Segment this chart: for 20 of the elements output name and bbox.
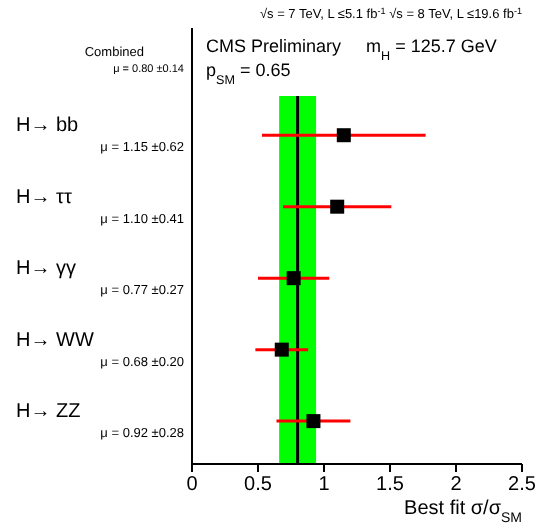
point: [330, 199, 345, 214]
x-tick-label: 1: [318, 474, 331, 497]
x-tick-label: 0: [186, 474, 199, 497]
y-tick-label: H→ ττ: [16, 186, 72, 209]
point: [286, 271, 301, 286]
y-tick-label: H→ bb: [16, 115, 80, 138]
chart-title: CMS Preliminary: [206, 36, 343, 56]
x-axis-title: Best fit σ/σ$_{SM}$: [404, 498, 523, 525]
y-tick-label: H→ ZZ: [16, 401, 81, 424]
y-tick-label: H→ γγ: [16, 258, 76, 281]
x-tick-label: 1.5: [376, 474, 405, 497]
y-tick-label: H→ WW: [16, 329, 95, 352]
point: [274, 342, 289, 357]
point: [336, 128, 351, 143]
text: m$_{H}$ = 125.7 GeV: [366, 36, 497, 63]
x-tick-label: 0.5: [244, 474, 273, 497]
text: p$_{SM}$ = 0.65: [206, 60, 291, 87]
x-tick-label: 2.5: [508, 474, 537, 497]
point: [306, 414, 321, 429]
x-tick-label: 2: [450, 474, 463, 497]
